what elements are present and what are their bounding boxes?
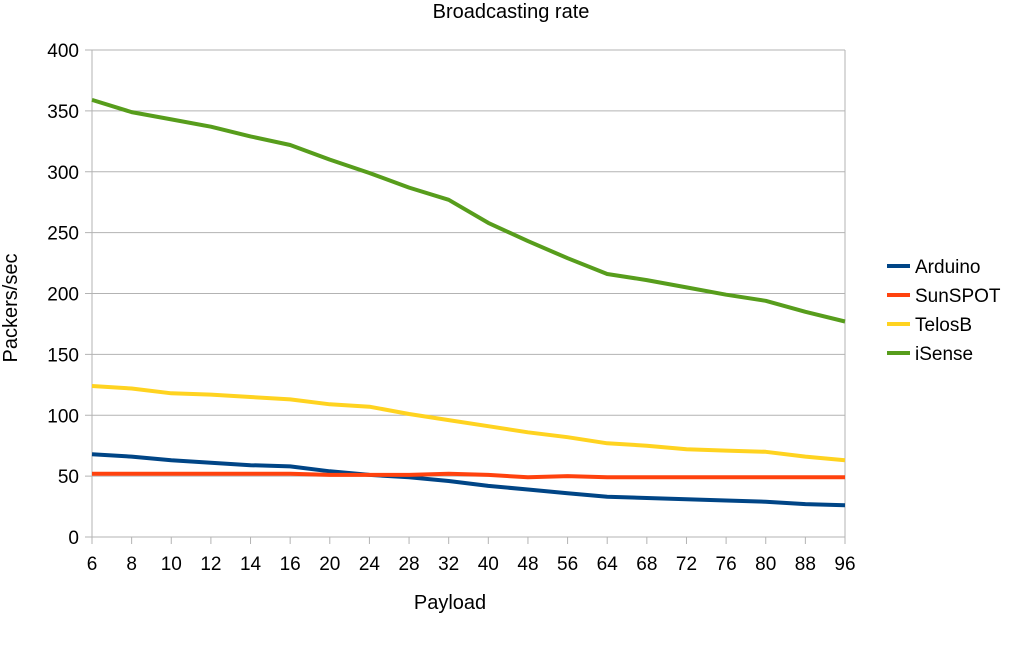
y-axis-label: Packers/sec bbox=[0, 254, 22, 363]
legend-label-isense: iSense bbox=[915, 344, 973, 365]
y-tick-label: 50 bbox=[58, 467, 79, 488]
y-tick-label: 200 bbox=[47, 285, 79, 306]
y-tick-label: 100 bbox=[47, 406, 79, 427]
x-tick-label: 10 bbox=[161, 554, 182, 575]
series-line-arduino bbox=[91, 452, 846, 508]
y-tick-label: 350 bbox=[47, 102, 79, 123]
x-tick-label: 28 bbox=[398, 554, 419, 575]
x-tick-label: 48 bbox=[517, 554, 538, 575]
x-tick-label: 8 bbox=[126, 554, 137, 575]
x-tick-label: 12 bbox=[200, 554, 221, 575]
x-tick-label: 88 bbox=[795, 554, 816, 575]
x-tick-label: 72 bbox=[676, 554, 697, 575]
x-tick-label: 68 bbox=[636, 554, 657, 575]
series-line-sunspot bbox=[92, 471, 845, 480]
legend-label-arduino: Arduino bbox=[915, 257, 981, 278]
x-tick-label: 64 bbox=[597, 554, 619, 575]
x-tick-label: 6 bbox=[87, 554, 98, 575]
x-tick-label: 40 bbox=[478, 554, 499, 575]
x-tick-label: 56 bbox=[557, 554, 578, 575]
gridlines bbox=[92, 49, 845, 477]
x-axis-label: Payload bbox=[414, 592, 486, 614]
series-lines bbox=[91, 97, 846, 508]
x-tick-labels: 6 8 10 12 14 16 20 24 28 32 40 48 56 64 68 72 76 80 88 96 bbox=[87, 554, 856, 575]
series-line-telosb bbox=[91, 384, 846, 463]
y-tick-labels: 0 50 100 150 200 250 300 350 400 bbox=[47, 41, 79, 549]
y-tick-label: 0 bbox=[68, 528, 79, 549]
x-tick-label: 76 bbox=[716, 554, 737, 575]
x-tick-label: 16 bbox=[280, 554, 301, 575]
y-tick-label: 400 bbox=[47, 41, 79, 62]
x-tick-label: 24 bbox=[359, 554, 381, 575]
x-tick-label: 14 bbox=[240, 554, 262, 575]
legend-label-telosb: TelosB bbox=[915, 315, 972, 336]
x-tick-label: 80 bbox=[755, 554, 776, 575]
x-tick-label: 20 bbox=[319, 554, 340, 575]
legend-label-sunspot: SunSPOT bbox=[915, 286, 1001, 307]
y-tick-label: 300 bbox=[47, 163, 79, 184]
legend: Arduino SunSPOT TelosB iSense bbox=[887, 257, 1001, 365]
y-tick-label: 250 bbox=[47, 224, 79, 245]
series-line-isense bbox=[91, 97, 846, 324]
x-tick-label: 32 bbox=[438, 554, 459, 575]
y-tick-label: 150 bbox=[47, 345, 79, 366]
chart-title: Broadcasting rate bbox=[433, 1, 590, 23]
x-tick-label: 96 bbox=[834, 554, 855, 575]
